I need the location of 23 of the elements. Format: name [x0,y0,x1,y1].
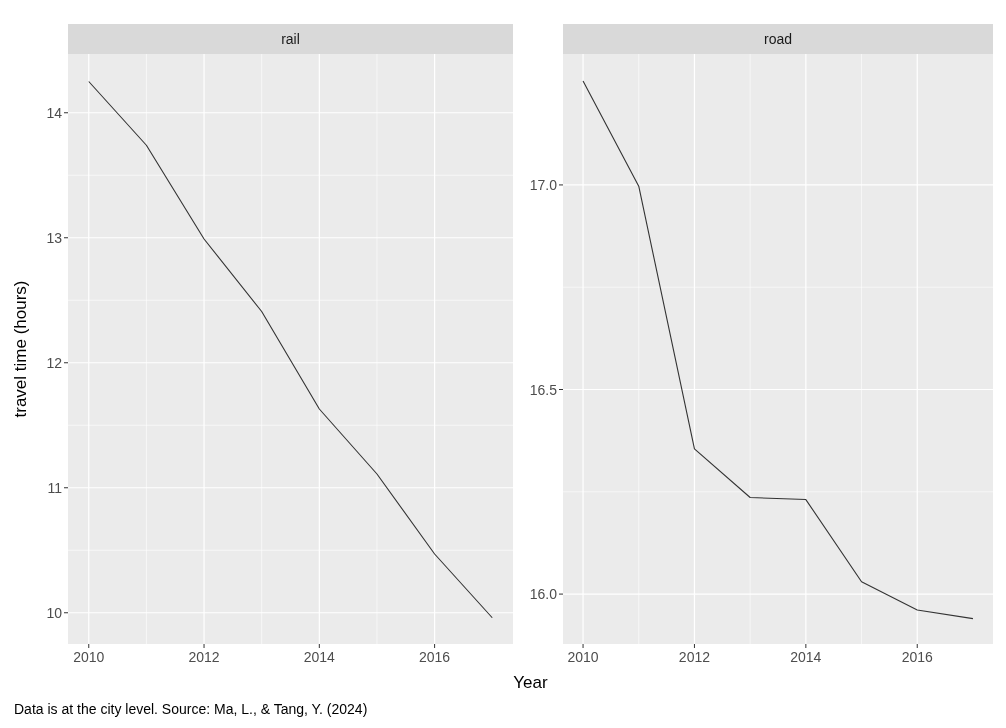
y-tick-label: 16.5 [529,381,558,398]
x-tick-label: 2010 [567,649,599,665]
y-tick-label: 10 [46,604,63,621]
y-axis-title: travel time (hours) [11,280,30,418]
x-tick-label: 2010 [73,649,105,665]
y-tick-label: 11 [47,479,63,496]
y-tick-label: 16.0 [529,586,558,603]
y-tick-label: 13 [46,229,63,246]
x-tick-label: 2012 [678,649,711,665]
y-tick-label: 12 [46,354,63,371]
chart-title: rail [281,31,300,47]
line-series [582,80,974,620]
x-tick-label: 2016 [901,649,934,665]
x-tick-label: 2014 [303,649,336,665]
line-series [88,80,493,619]
x-tick-label: 2016 [419,649,451,665]
text: Data is at the city level. Source: Ma, L., & Tang, Y. (2024) [14,701,368,717]
x-tick-label: 2014 [790,649,822,665]
chart-title: road [763,31,793,47]
x-axis-title: Year [513,673,549,692]
y-tick-label: 17.0 [529,176,558,193]
x-tick-label: 2012 [188,649,220,665]
y-tick-label: 14 [46,104,63,121]
